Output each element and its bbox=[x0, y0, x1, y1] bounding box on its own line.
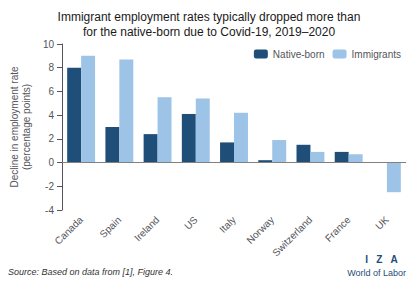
svg-text:I Z A: I Z A bbox=[365, 254, 397, 265]
svg-text:UK: UK bbox=[373, 214, 391, 232]
svg-text:Native-born: Native-born bbox=[273, 49, 325, 60]
svg-text:0: 0 bbox=[48, 157, 54, 168]
svg-text:US: US bbox=[182, 214, 200, 232]
svg-text:Ireland: Ireland bbox=[132, 214, 161, 243]
svg-text:Source: Based on data from [1]: Source: Based on data from [1], Figure 4… bbox=[8, 267, 173, 277]
svg-text:Norway: Norway bbox=[244, 214, 276, 246]
svg-text:Italy: Italy bbox=[217, 214, 238, 235]
svg-text:France: France bbox=[323, 214, 353, 244]
svg-text:2: 2 bbox=[48, 133, 54, 144]
svg-text:-4: -4 bbox=[45, 205, 54, 216]
svg-text:Immigrants: Immigrants bbox=[352, 49, 401, 60]
svg-text:Canada: Canada bbox=[53, 214, 86, 247]
svg-text:Immigrant employment rates typ: Immigrant employment rates typically dro… bbox=[58, 10, 361, 24]
svg-text:6: 6 bbox=[48, 86, 54, 97]
svg-text:(percentage points): (percentage points) bbox=[21, 84, 32, 170]
svg-text:World of Labor: World of Labor bbox=[347, 268, 406, 278]
svg-text:8: 8 bbox=[48, 62, 54, 73]
svg-text:-2: -2 bbox=[45, 181, 54, 192]
svg-text:10: 10 bbox=[43, 39, 55, 50]
svg-text:Spain: Spain bbox=[97, 214, 123, 240]
svg-text:for the native-born due to Cov: for the native-born due to Covid-19, 201… bbox=[83, 25, 336, 39]
svg-text:Decline in employment rate: Decline in employment rate bbox=[9, 66, 20, 188]
svg-text:Switzerland: Switzerland bbox=[270, 214, 314, 258]
svg-text:4: 4 bbox=[48, 110, 54, 121]
